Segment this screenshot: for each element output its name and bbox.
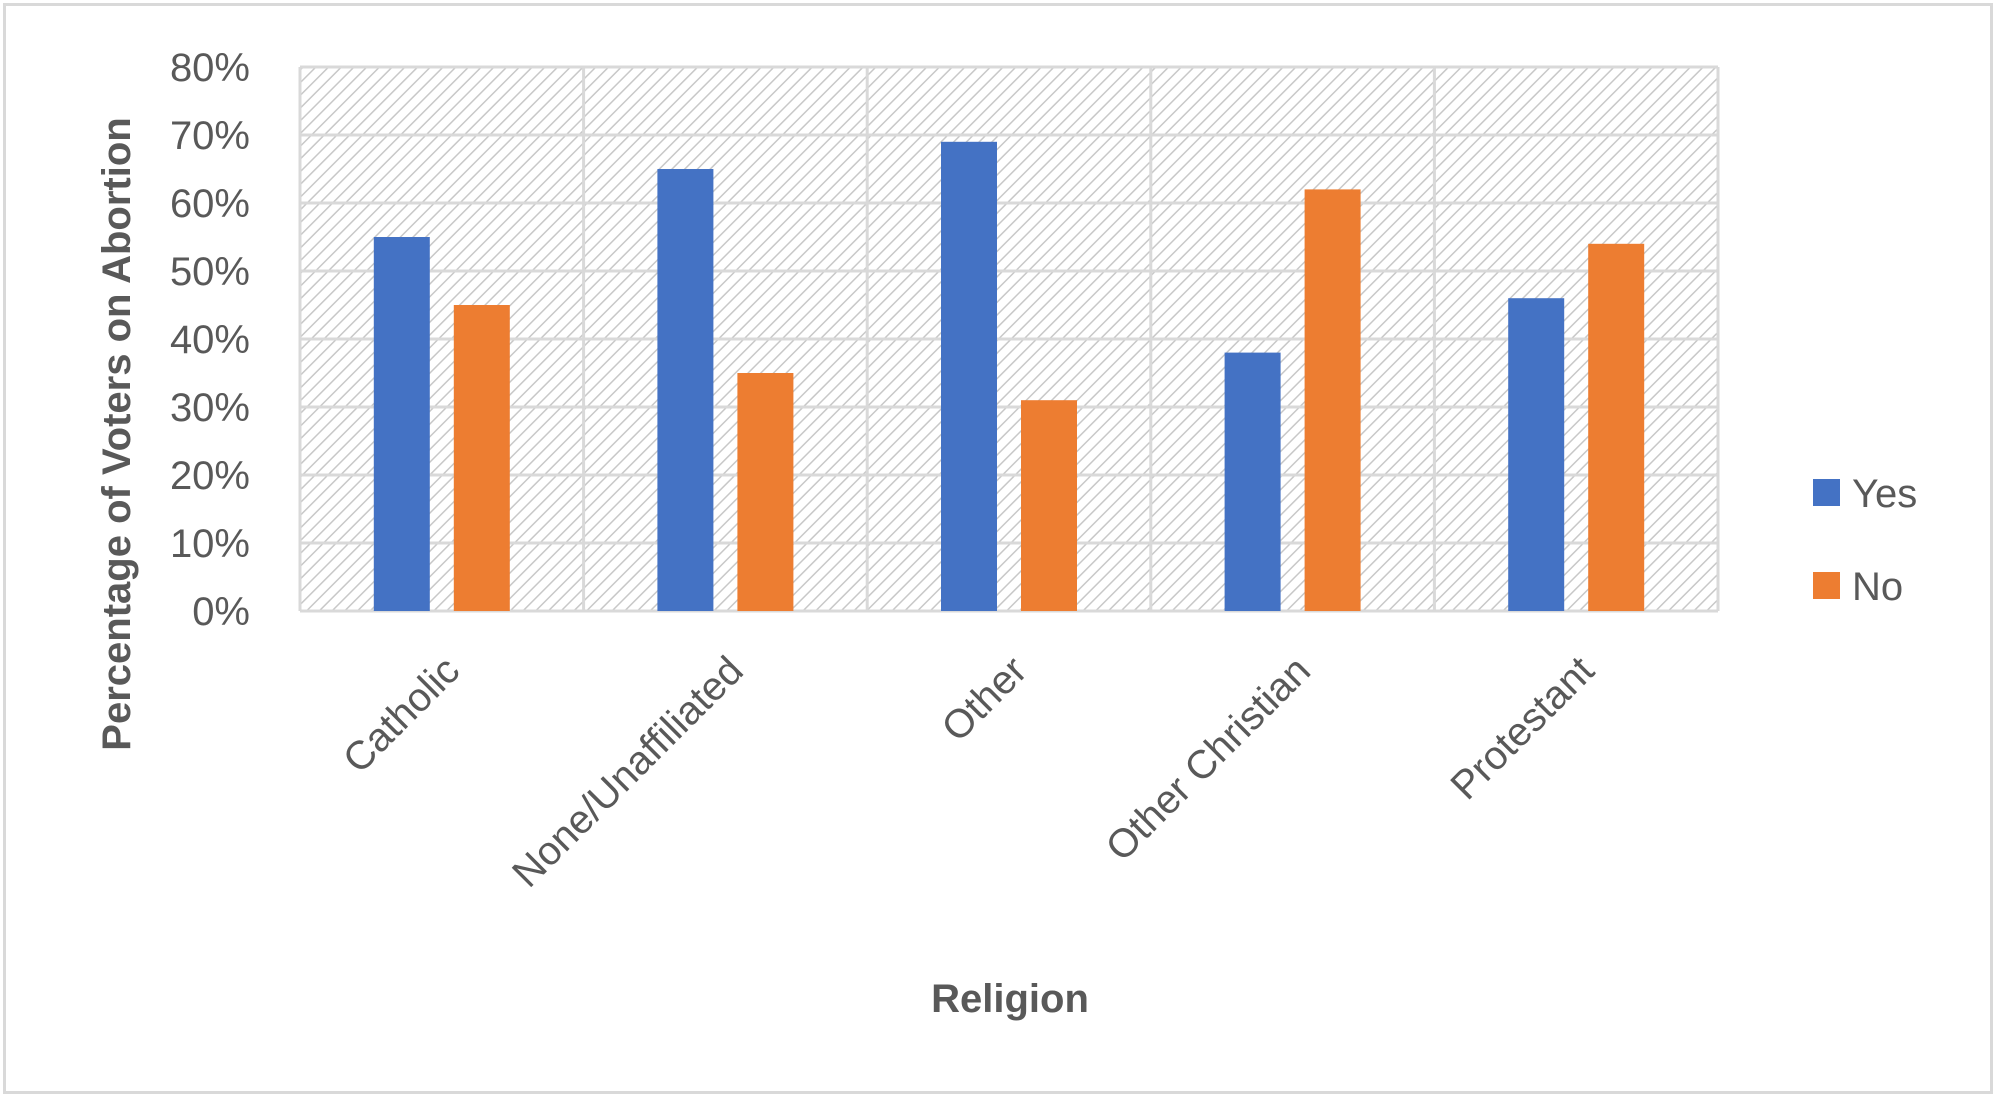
y-tick-label: 0%: [192, 590, 250, 634]
x-category-label: None/Unaffiliated: [504, 648, 752, 896]
gridlines: [298, 65, 1720, 613]
y-axis-ticks: 0% 10% 20% 30% 40% 50% 60% 70% 80%: [170, 46, 250, 634]
bar-no-0: [453, 305, 510, 611]
bar-no-3: [1304, 189, 1361, 611]
bars: [373, 141, 1645, 612]
y-tick-label: 20%: [170, 454, 250, 498]
bar-yes-4: [1508, 298, 1565, 611]
legend-label-yes: Yes: [1852, 472, 1917, 516]
bar-no-1: [737, 373, 794, 611]
bar-yes-0: [373, 237, 430, 611]
bar-yes-2: [941, 141, 997, 612]
x-category-label: Protestant: [1443, 648, 1603, 808]
bar-yes-1: [657, 169, 714, 611]
bar-no-4: [1588, 243, 1645, 612]
x-category-label: Catholic: [335, 648, 468, 781]
y-tick-label: 60%: [170, 182, 250, 226]
y-axis-title: Percentage of Voters on Abortion: [95, 117, 139, 750]
x-axis-title: Religion: [931, 977, 1089, 1021]
legend-label-no: No: [1852, 565, 1903, 609]
legend-swatch-yes: [1813, 479, 1840, 506]
y-tick-label: 10%: [170, 522, 250, 566]
x-category-label: Other: [934, 648, 1036, 750]
legend-swatch-no: [1813, 572, 1840, 599]
y-tick-label: 70%: [170, 114, 250, 158]
y-tick-label: 40%: [170, 318, 250, 362]
y-tick-label: 50%: [170, 250, 250, 294]
x-axis-categories: Catholic None/Unaffiliated Other Other Chri…: [335, 648, 1603, 896]
y-tick-label: 30%: [170, 386, 250, 430]
bar-no-2: [1021, 400, 1077, 611]
x-category-label: Other Christian: [1098, 648, 1319, 869]
bar-yes-3: [1224, 352, 1281, 611]
y-tick-label: 80%: [170, 46, 250, 90]
legend: Yes No: [1813, 472, 1917, 609]
